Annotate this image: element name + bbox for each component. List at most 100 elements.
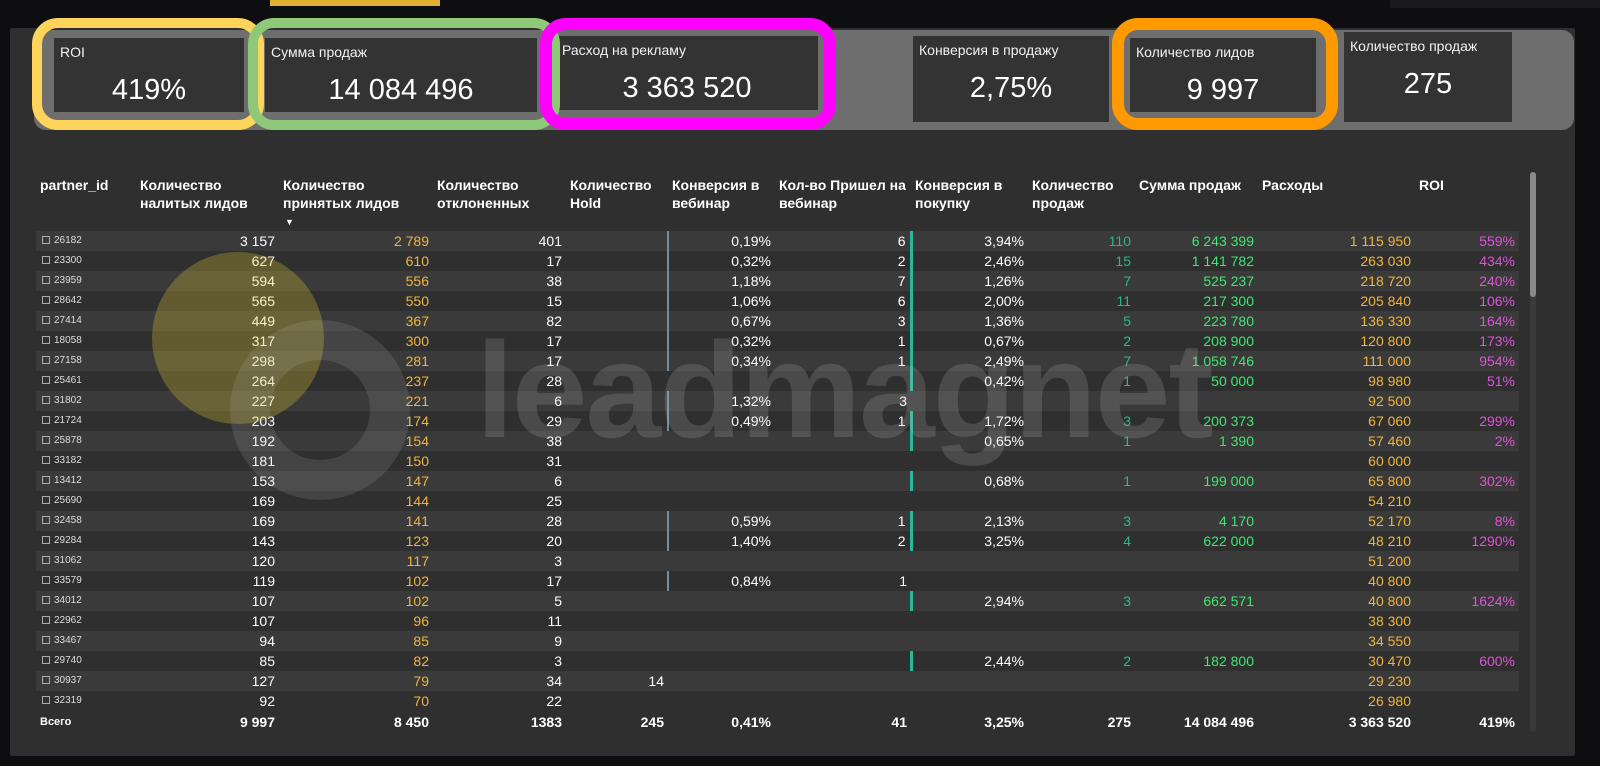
expand-icon[interactable] <box>42 676 50 685</box>
table-row[interactable]: 34012 107 102 5 2,94% 3 662 571 40 800 1624% <box>36 591 1519 611</box>
expand-icon[interactable] <box>42 316 50 325</box>
table-row[interactable]: 26182 3 157 2 789 401 0,19% 6 3,94% 110 6 243 39… <box>36 231 1519 251</box>
table-cell: 169 <box>136 511 279 531</box>
table-row[interactable]: 13412 153 147 6 0,68% 1 199 000 65 800 302% <box>36 471 1519 491</box>
expand-icon[interactable] <box>42 656 50 665</box>
table-row[interactable]: 25461 264 237 28 0,42% 1 50 000 98 980 51% <box>36 371 1519 391</box>
table-row[interactable]: 21724 203 174 29 0,49% 1 1,72% 3 200 373 67 060 29… <box>36 411 1519 431</box>
table-row[interactable]: 32319 92 70 22 26 980 <box>36 691 1519 711</box>
expand-icon[interactable] <box>42 396 50 405</box>
table-cell <box>566 271 668 291</box>
column-header[interactable]: Количество налитых лидов <box>136 170 279 231</box>
table-cell <box>1415 691 1519 711</box>
table-cell: 38 <box>433 431 566 451</box>
table-cell: 2,94% <box>909 591 1028 611</box>
table-cell: 28642 <box>36 291 136 311</box>
table-cell: 559% <box>1415 231 1519 251</box>
table-cell: 199 000 <box>1135 471 1258 491</box>
column-header[interactable]: Кол-во Пришел на вебинар <box>775 170 911 231</box>
table-cell: 4 170 <box>1135 511 1258 531</box>
table-row[interactable]: 22962 107 96 11 38 300 <box>36 611 1519 631</box>
column-header[interactable]: Количество отклоненных <box>433 170 566 231</box>
kpi-label: Конверсия в продажу <box>919 42 1059 58</box>
expand-icon[interactable] <box>42 436 50 445</box>
table-cell: 31062 <box>36 551 136 571</box>
column-header[interactable]: Количество продаж <box>1028 170 1135 231</box>
expand-icon[interactable] <box>42 596 50 605</box>
expand-icon[interactable] <box>42 276 50 285</box>
expand-icon[interactable] <box>42 636 50 645</box>
column-header[interactable]: Конверсия в покупку <box>911 170 1028 231</box>
table-cell: 26182 <box>36 231 136 251</box>
table-row[interactable]: 33579 119 102 17 0,84% 1 40 800 <box>36 571 1519 591</box>
partner-id: 33579 <box>54 575 82 586</box>
expand-icon[interactable] <box>42 336 50 345</box>
table-cell <box>1415 391 1519 411</box>
expand-icon[interactable] <box>42 556 50 565</box>
table-row[interactable]: 27158 298 281 17 0,34% 1 2,49% 7 1 058 746 111 00… <box>36 351 1519 371</box>
table-row[interactable]: 18058 317 300 17 0,32% 1 0,67% 2 208 900 120 800 1… <box>36 331 1519 351</box>
expand-icon[interactable] <box>42 616 50 625</box>
table-cell <box>566 291 668 311</box>
expand-icon[interactable] <box>42 376 50 385</box>
table-row[interactable]: 25878 192 154 38 0,65% 1 1 390 57 460 2% <box>36 431 1519 451</box>
table-cell <box>566 591 668 611</box>
table-cell <box>911 551 1028 571</box>
table-row[interactable]: 29284 143 123 20 1,40% 2 3,25% 4 622 000 48 210 12… <box>36 531 1519 551</box>
table-row[interactable]: 23300 627 610 17 0,32% 2 2,46% 15 1 141 782 263 0… <box>36 251 1519 271</box>
table-cell: 29 230 <box>1258 671 1415 691</box>
table-cell: 401 <box>433 231 566 251</box>
table-cell: 1 <box>1028 431 1135 451</box>
kpi-leads: Количество лидов 9 997 <box>1130 38 1316 112</box>
expand-icon[interactable] <box>42 256 50 265</box>
table-cell: 0,59% <box>667 511 775 531</box>
expand-icon[interactable] <box>42 576 50 585</box>
table-cell <box>566 531 668 551</box>
column-header[interactable]: Количество принятых лидов ▼ <box>279 170 433 231</box>
expand-icon[interactable] <box>42 496 50 505</box>
expand-icon[interactable] <box>42 416 50 425</box>
table-cell: 6 <box>775 231 911 251</box>
sort-desc-icon[interactable]: ▼ <box>285 217 294 227</box>
column-header[interactable]: ROI <box>1415 170 1519 231</box>
column-header-label: Сумма продаж <box>1139 177 1241 193</box>
table-scrollbar[interactable] <box>1530 172 1536 732</box>
table-row[interactable]: 31062 120 117 3 51 200 <box>36 551 1519 571</box>
expand-icon[interactable] <box>42 516 50 525</box>
column-header[interactable]: Расходы <box>1258 170 1415 231</box>
table-row[interactable]: 28642 565 550 15 1,06% 6 2,00% 11 217 300 205 840… <box>36 291 1519 311</box>
expand-icon[interactable] <box>42 296 50 305</box>
expand-icon[interactable] <box>42 536 50 545</box>
table-row[interactable]: 33467 94 85 9 34 550 <box>36 631 1519 651</box>
table-row[interactable]: 30937 127 79 34 14 29 230 <box>36 671 1519 691</box>
expand-icon[interactable] <box>42 456 50 465</box>
table-cell: 181 <box>136 451 279 471</box>
column-header[interactable]: Конверсия в вебинар <box>668 170 775 231</box>
column-header[interactable]: Сумма продаж <box>1135 170 1258 231</box>
expand-icon[interactable] <box>42 476 50 485</box>
table-cell: 38 300 <box>1258 611 1415 631</box>
expand-icon[interactable] <box>42 236 50 245</box>
table-cell <box>775 451 911 471</box>
table-row[interactable]: 32458 169 141 28 0,59% 1 2,13% 3 4 170 52 170 8% <box>36 511 1519 531</box>
column-header[interactable]: Количество Hold <box>566 170 668 231</box>
scrollbar-thumb[interactable] <box>1530 172 1536 297</box>
table-cell: 33579 <box>36 571 136 591</box>
table-cell <box>566 691 668 711</box>
column-header[interactable]: partner_id <box>36 170 136 231</box>
table-row[interactable]: 31802 227 221 6 1,32% 3 92 500 <box>36 391 1519 411</box>
table-cell: 32458 <box>36 511 136 531</box>
table-row[interactable]: 29740 85 82 3 2,44% 2 182 800 30 470 600% <box>36 651 1519 671</box>
table-cell: 147 <box>279 471 433 491</box>
table-cell <box>566 431 668 451</box>
expand-icon[interactable] <box>42 696 50 705</box>
table-row[interactable]: 23959 594 556 38 1,18% 7 1,26% 7 525 237 218 720 2… <box>36 271 1519 291</box>
table-cell <box>911 571 1028 591</box>
table-row[interactable]: 27414 449 367 82 0,67% 3 1,36% 5 223 780 136 330 1… <box>36 311 1519 331</box>
table-row[interactable]: 25690 169 144 25 54 210 <box>36 491 1519 511</box>
table-cell: 25690 <box>36 491 136 511</box>
table-row[interactable]: 33182 181 150 31 60 000 <box>36 451 1519 471</box>
expand-icon[interactable] <box>42 356 50 365</box>
partner-id: 25461 <box>54 375 82 386</box>
table-cell <box>911 691 1028 711</box>
